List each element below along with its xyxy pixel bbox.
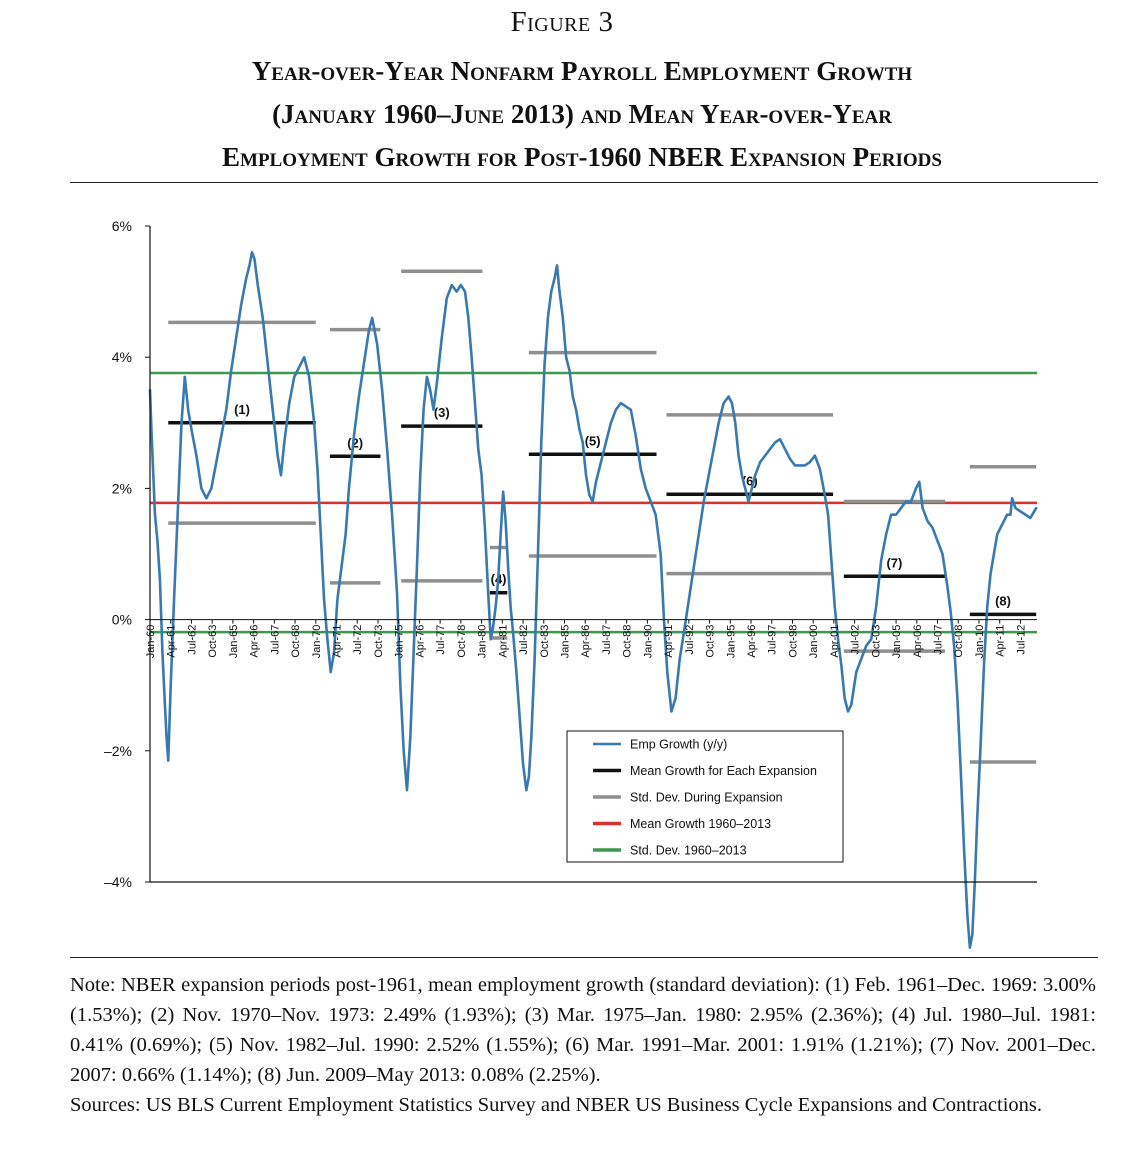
- x-tick-label: Jul-62: [186, 625, 198, 655]
- expansion-label: (8): [995, 593, 1011, 608]
- x-tick-label: Apr-76: [414, 625, 426, 658]
- figure-title: Year-over-Year Nonfarm Payroll Employmen…: [60, 50, 1104, 179]
- y-tick-label: 6%: [112, 218, 132, 234]
- x-tick-label: Jul-07: [933, 625, 945, 655]
- expansion-lines: (1)(2)(3)(4)(5)(6)(7)(8): [168, 269, 1037, 764]
- legend-label: Std. Dev. During Expansion: [630, 791, 783, 805]
- x-tick-label: Jan-00: [808, 625, 820, 659]
- x-tick-label: Oct-08: [953, 625, 965, 658]
- x-tick-label: Jul-72: [352, 625, 364, 655]
- x-tick-label: Apr-66: [249, 625, 261, 658]
- series-layer: [148, 250, 1038, 949]
- axes: 6% 4% 2% 0% –2% –4% Jan-60 Apr-61 Jul-62 Oct-63 Ja…: [104, 218, 1037, 890]
- x-tick-label: Oct-63: [207, 625, 219, 658]
- x-tick-label: Jul-82: [518, 625, 530, 655]
- x-tick-label: Jan-75: [394, 625, 406, 659]
- x-tick-label: Oct-98: [787, 625, 799, 658]
- x-tick-label: Oct-78: [456, 625, 468, 658]
- x-tick-label: Oct-83: [539, 625, 551, 658]
- x-tick-label: Oct-93: [705, 625, 717, 658]
- x-tick-label: Jan-80: [477, 625, 489, 659]
- figure-label: Figure 3: [510, 6, 614, 38]
- figure-title-line: (January 1960–June 2013) and Mean Year-o…: [272, 99, 892, 129]
- x-tick-label: Jul-97: [767, 625, 779, 655]
- x-tick-label: Apr-71: [332, 625, 344, 658]
- x-tick-label: Jan-90: [642, 625, 654, 659]
- y-tick-label: –4%: [104, 874, 132, 890]
- legend-label: Emp Growth (y/y): [630, 738, 727, 752]
- y-tick-label: 0%: [112, 612, 132, 628]
- sources-text: Sources: US BLS Current Employment Stati…: [70, 1094, 1042, 1116]
- x-tick-label: Apr-96: [746, 625, 758, 658]
- y-tick-label: 4%: [112, 349, 132, 365]
- x-tick-label: Jul-92: [684, 625, 696, 655]
- x-tick-label: Apr-11: [995, 625, 1007, 657]
- expansion-label: (1): [234, 402, 250, 417]
- emp-growth-line: [148, 250, 1038, 949]
- x-tick-label: Oct-68: [290, 625, 302, 658]
- expansion-label: (2): [347, 435, 363, 450]
- expansion-label: (3): [434, 405, 450, 420]
- expansion-label: (5): [585, 433, 601, 448]
- bottom-rule: [70, 957, 1098, 958]
- x-tick-label: Oct-88: [622, 625, 634, 658]
- employment-growth-chart: (1)(2)(3)(4)(5)(6)(7)(8) 6%4%2%0%–2%–4%J…: [104, 218, 1038, 949]
- x-tick-label: Jan-85: [559, 625, 571, 659]
- x-tick-label: Jan-05: [891, 625, 903, 659]
- x-tick-label: Apr-06: [912, 625, 924, 658]
- expansion-label: (7): [886, 555, 902, 570]
- figure-title-line: Year-over-Year Nonfarm Payroll Employmen…: [251, 56, 913, 86]
- figure-title-line: Employment Growth for Post-1960 NBER Exp…: [222, 142, 942, 172]
- x-tick-label: Oct-03: [870, 625, 882, 658]
- legend-label: Mean Growth 1960–2013: [630, 817, 771, 831]
- x-tick-label: Jul-12: [1015, 625, 1027, 655]
- figure-note: Note: NBER expansion periods post-1961, …: [70, 970, 1096, 1120]
- y-tick-label: 2%: [112, 480, 132, 496]
- note-text: Note: NBER expansion periods post-1961, …: [70, 974, 1096, 1086]
- x-tick-label: Oct-73: [373, 625, 385, 658]
- x-tick-label: Apr-81: [497, 625, 509, 658]
- x-tick-label: Jul-67: [269, 625, 281, 655]
- x-tick-label: Jul-02: [850, 625, 862, 655]
- x-tick-label: Jan-65: [228, 625, 240, 659]
- x-tick-label: Jan-60: [145, 625, 157, 659]
- x-tick-label: Jan-10: [974, 625, 986, 659]
- x-tick-label: Apr-01: [829, 625, 841, 658]
- x-tick-label: Apr-86: [580, 625, 592, 658]
- x-tick-label: Jan-70: [311, 625, 323, 659]
- legend-label: Std. Dev. 1960–2013: [630, 844, 747, 858]
- legend-label: Mean Growth for Each Expansion: [630, 764, 817, 778]
- x-tick-label: Apr-61: [166, 625, 178, 658]
- legend: Emp Growth (y/y) Mean Growth for Each Exp…: [566, 730, 844, 863]
- top-rule: [70, 182, 1098, 183]
- x-tick-label: Apr-91: [663, 625, 675, 658]
- y-tick-label: –2%: [104, 743, 132, 759]
- x-tick-label: Jul-77: [435, 625, 447, 655]
- x-tick-label: Jul-87: [601, 625, 613, 655]
- x-tick-label: Jan-95: [725, 625, 737, 659]
